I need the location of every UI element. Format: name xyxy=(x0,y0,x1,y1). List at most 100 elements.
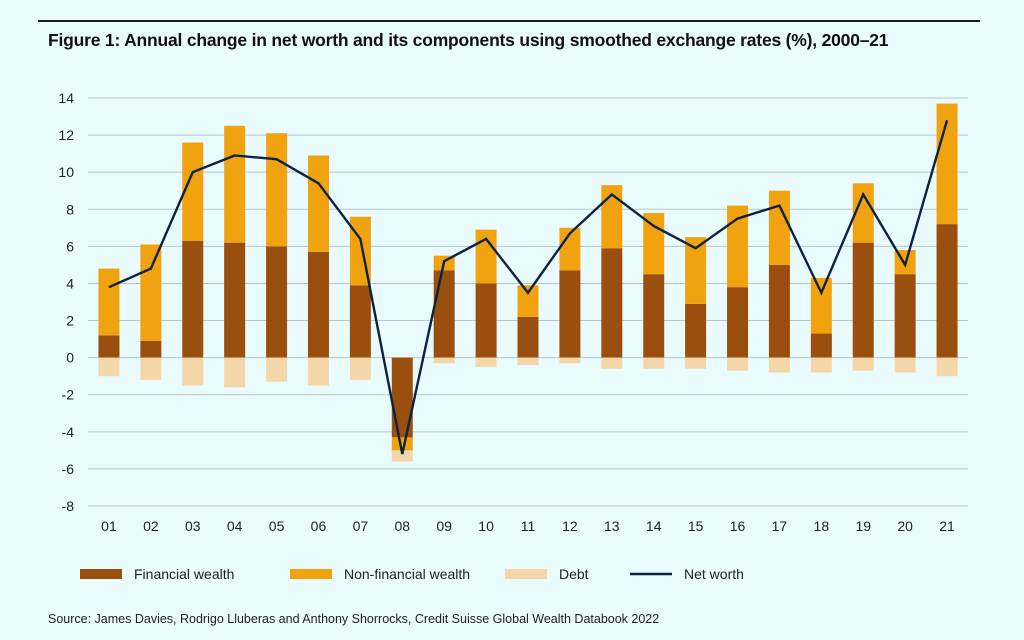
bar-financial-wealth-17 xyxy=(768,264,790,358)
legend-swatch-debt xyxy=(505,569,547,579)
bar-debt-13 xyxy=(601,357,623,369)
bar-debt-09 xyxy=(433,357,455,364)
legend: Financial wealth Non-financial wealth Debt… xyxy=(80,566,744,582)
bar-debt-15 xyxy=(685,357,707,369)
x-tick-label: 17 xyxy=(772,518,788,534)
bar-financial-wealth-21 xyxy=(936,224,958,358)
bar-non-financial-wealth-19 xyxy=(852,183,874,243)
bar-non-financial-wealth-01 xyxy=(98,268,120,336)
top-rule xyxy=(38,20,980,22)
bar-non-financial-wealth-06 xyxy=(307,155,329,252)
bar-debt-04 xyxy=(224,357,246,388)
bar-financial-wealth-20 xyxy=(894,274,916,358)
bar-debt-11 xyxy=(517,357,539,366)
bar-financial-wealth-03 xyxy=(182,240,204,358)
y-tick-label: 6 xyxy=(66,238,74,254)
y-tick-label: -6 xyxy=(62,461,75,477)
x-tick-label: 03 xyxy=(185,518,201,534)
y-tick-label: -2 xyxy=(62,387,75,403)
bar-debt-10 xyxy=(475,357,497,367)
bar-non-financial-wealth-14 xyxy=(643,212,665,275)
bar-financial-wealth-12 xyxy=(559,270,581,358)
x-tick-label: 09 xyxy=(436,518,452,534)
bar-debt-18 xyxy=(810,357,832,373)
bar-debt-08 xyxy=(391,450,413,462)
y-tick-label: 14 xyxy=(58,90,74,106)
bar-debt-14 xyxy=(643,357,665,369)
bar-financial-wealth-09 xyxy=(433,270,455,358)
y-tick-label: 8 xyxy=(66,201,74,217)
y-tick-label: -4 xyxy=(62,424,75,440)
bar-financial-wealth-14 xyxy=(643,274,665,358)
bar-financial-wealth-10 xyxy=(475,283,497,358)
bar-debt-20 xyxy=(894,357,916,373)
bar-financial-wealth-07 xyxy=(349,285,371,358)
y-tick-label: 4 xyxy=(66,275,74,291)
legend-label-non-financial-wealth: Non-financial wealth xyxy=(344,566,470,582)
bar-non-financial-wealth-21 xyxy=(936,103,958,225)
x-tick-label: 11 xyxy=(521,518,536,534)
legend-swatch-non-financial-wealth xyxy=(290,569,332,579)
bar-financial-wealth-15 xyxy=(685,303,707,358)
bar-debt-05 xyxy=(266,357,288,382)
x-tick-label: 02 xyxy=(143,518,159,534)
x-tick-label: 13 xyxy=(604,518,620,534)
bar-financial-wealth-02 xyxy=(140,340,162,358)
bar-financial-wealth-16 xyxy=(727,287,749,358)
bar-non-financial-wealth-17 xyxy=(768,190,790,265)
bar-non-financial-wealth-11 xyxy=(517,285,539,317)
y-tick-label: -8 xyxy=(62,498,75,514)
bar-financial-wealth-05 xyxy=(266,246,288,358)
bar-financial-wealth-13 xyxy=(601,248,623,358)
x-axis-ticks: 01 02 03 04 05 06 07 08 09 10 11 12 13 14 15 16 17 18 19 20… xyxy=(101,518,955,534)
bar-non-financial-wealth-02 xyxy=(140,244,162,341)
bars xyxy=(98,103,958,462)
legend-label-net-worth: Net worth xyxy=(684,566,744,582)
y-tick-label: 2 xyxy=(66,313,74,329)
bar-debt-12 xyxy=(559,357,581,364)
bar-debt-19 xyxy=(852,357,874,371)
bar-debt-06 xyxy=(307,357,329,386)
y-axis-ticks: 14 12 10 8 6 4 2 0 -2 -4 -6 -8 xyxy=(58,90,74,514)
bar-non-financial-wealth-16 xyxy=(727,205,749,288)
bar-financial-wealth-18 xyxy=(810,333,832,358)
y-tick-label: 0 xyxy=(66,350,74,366)
legend-swatch-financial-wealth xyxy=(80,569,122,579)
net-worth-line xyxy=(108,119,949,455)
source-note: Source: James Davies, Rodrigo Lluberas a… xyxy=(48,612,660,626)
x-tick-label: 06 xyxy=(311,518,327,534)
x-tick-label: 12 xyxy=(562,518,578,534)
x-tick-label: 05 xyxy=(269,518,285,534)
x-tick-label: 10 xyxy=(478,518,494,534)
x-tick-label: 19 xyxy=(855,518,871,534)
bar-debt-21 xyxy=(936,357,958,377)
bar-non-financial-wealth-10 xyxy=(475,229,497,284)
bar-debt-07 xyxy=(349,357,371,380)
y-tick-label: 12 xyxy=(58,127,74,143)
bar-debt-16 xyxy=(727,357,749,371)
x-tick-label: 04 xyxy=(227,518,243,534)
x-tick-label: 15 xyxy=(688,518,704,534)
x-tick-label: 20 xyxy=(897,518,913,534)
legend-label-financial-wealth: Financial wealth xyxy=(134,566,234,582)
x-tick-label: 07 xyxy=(353,518,369,534)
bar-financial-wealth-01 xyxy=(98,335,120,358)
bar-debt-01 xyxy=(98,357,120,377)
bar-non-financial-wealth-04 xyxy=(224,125,246,243)
bar-debt-02 xyxy=(140,357,162,380)
y-tick-label: 10 xyxy=(58,164,74,180)
bar-non-financial-wealth-15 xyxy=(685,237,707,304)
legend-label-debt: Debt xyxy=(559,566,589,582)
bar-financial-wealth-04 xyxy=(224,242,246,358)
x-tick-label: 08 xyxy=(394,518,410,534)
x-tick-label: 01 xyxy=(101,518,117,534)
chart-title: Figure 1: Annual change in net worth and… xyxy=(48,30,889,50)
bar-non-financial-wealth-08 xyxy=(391,437,413,451)
bar-financial-wealth-11 xyxy=(517,316,539,358)
bar-financial-wealth-19 xyxy=(852,242,874,358)
bar-financial-wealth-06 xyxy=(307,251,329,358)
x-tick-label: 16 xyxy=(730,518,746,534)
x-tick-label: 21 xyxy=(939,518,955,534)
bar-non-financial-wealth-05 xyxy=(266,133,288,247)
